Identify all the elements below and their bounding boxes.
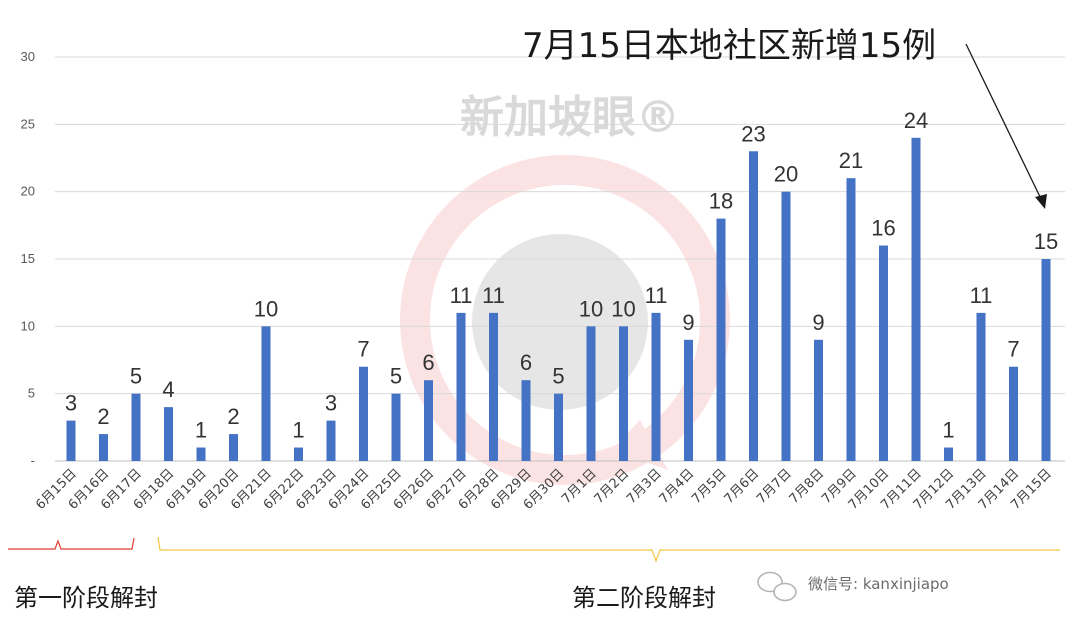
data-label: 7 [357,337,369,362]
data-label: 6 [422,350,434,375]
data-label: 1 [195,418,207,443]
data-label: 24 [904,108,928,133]
brand-logo-watermark [400,155,730,485]
x-tick-label: 7月8日 [787,466,828,507]
y-tick-label: 10 [21,318,35,333]
x-tick-label: 7月6日 [722,466,763,507]
data-label: 2 [97,404,109,429]
bar [976,312,986,461]
wechat-account-text: 微信号: kanxinjiapo [808,575,949,593]
data-label: 7 [1007,337,1019,362]
x-tick-label: 7月5日 [689,466,730,507]
bar [294,447,303,461]
bar [749,151,758,461]
logo-watermark-text: 新加坡眼® [460,92,680,143]
title-pointer-arrowhead [1035,194,1047,209]
bar [326,420,336,461]
bar [814,339,823,461]
bar-series [66,137,1051,462]
bar [684,339,693,461]
bar [424,380,433,461]
data-label: 5 [390,364,402,389]
data-label: 1 [292,418,304,443]
data-label: 9 [682,310,694,335]
data-label: 3 [65,391,77,416]
bar [391,393,401,461]
data-label: 5 [552,364,564,389]
data-label: 11 [970,283,993,308]
y-tick-label: 15 [21,251,35,266]
bar [1009,366,1018,461]
data-label: 3 [325,391,337,416]
x-tick-label: 7月4日 [657,466,698,507]
data-label: 11 [645,283,668,308]
data-label: 5 [130,364,142,389]
bar [944,447,953,461]
data-label: 16 [871,216,895,241]
data-label: 10 [579,296,603,321]
y-tick-label: 20 [21,184,35,199]
bar [131,393,141,461]
data-label: 23 [741,121,765,146]
y-tick-label: 5 [28,386,35,401]
y-tick-label: 25 [21,116,35,131]
data-label: 10 [254,296,278,321]
bar [781,191,791,461]
bar [359,366,368,461]
bar [619,326,628,461]
data-label: 15 [1034,229,1058,254]
title-pointer-arrow [965,43,1044,204]
bar [911,137,921,462]
bar [489,312,498,461]
y-tick-label: 30 [21,49,35,64]
data-label: 20 [774,162,798,187]
bar [651,312,661,461]
phase1-bracket [8,537,135,550]
wechat-icon [757,571,797,602]
bar [846,178,856,461]
y-tick-label: - [31,453,35,468]
chart-title: 7月15日本地社区新增15例 [522,26,936,66]
bar [261,326,271,461]
bar [521,380,531,461]
x-tick-label: 7月7日 [754,466,795,507]
data-label: 4 [162,377,174,402]
phase1-label: 第一阶段解封 [14,584,158,612]
bar [99,434,108,461]
bar [66,420,76,461]
data-label: 10 [611,296,635,321]
bar [1041,259,1051,461]
bar [554,393,563,461]
data-label: 6 [520,350,532,375]
x-tick-label: 7月3日 [624,466,665,507]
y-axis: - 5 10 15 20 25 30 [21,49,35,468]
bar [164,407,173,461]
data-label: 21 [839,148,863,173]
data-label: 2 [227,404,239,429]
bar [586,326,596,461]
data-label: 1 [942,418,954,443]
bar [716,218,726,461]
bar [879,245,888,461]
data-label: 11 [450,283,473,308]
phase2-label: 第二阶段解封 [572,584,716,612]
data-label: 11 [482,283,505,308]
bar [229,434,238,461]
data-label: 9 [812,310,824,335]
phase2-bracket [157,536,1060,563]
bar [456,312,466,461]
bar [196,447,206,461]
data-label: 18 [709,189,733,214]
